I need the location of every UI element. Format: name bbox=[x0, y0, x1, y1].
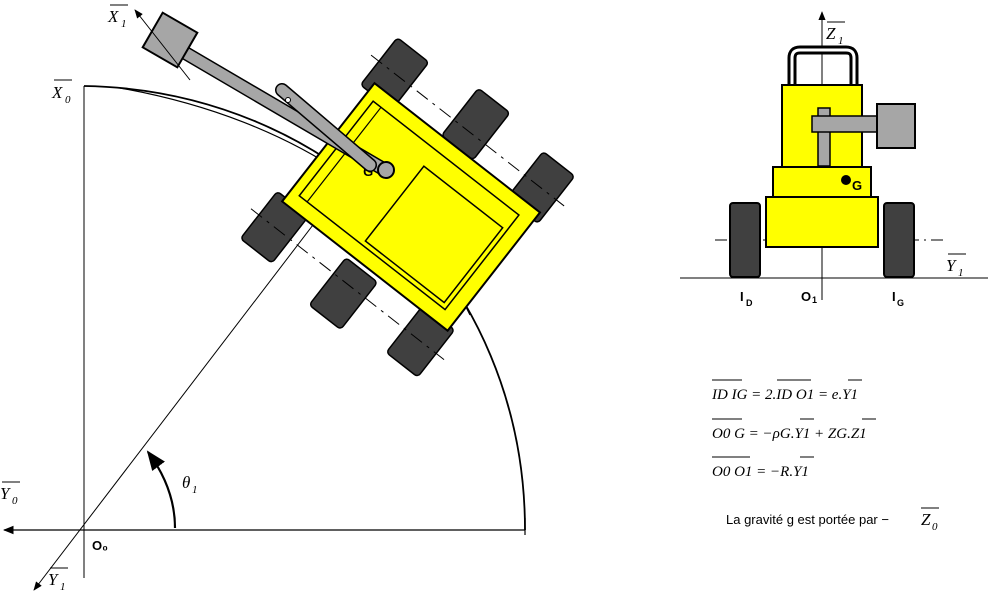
svg-text:I: I bbox=[892, 289, 896, 304]
svg-text:G: G bbox=[897, 298, 904, 308]
svg-text:I: I bbox=[740, 289, 744, 304]
g-label-right: G bbox=[852, 178, 862, 193]
label-ig: I G bbox=[892, 289, 904, 308]
label-o1: O 1 bbox=[801, 289, 817, 305]
rover-handle bbox=[787, 45, 859, 85]
body-lower bbox=[765, 196, 879, 248]
theta-arc bbox=[146, 450, 177, 529]
svg-text:Y: Y bbox=[946, 256, 957, 275]
wheel-mid-right bbox=[309, 258, 377, 329]
label-id: I D bbox=[740, 289, 753, 308]
equations-block: ID IG = 2.ID O1 = e.Y1 O0 G = −ρG.Y1 + Z… bbox=[711, 379, 876, 480]
right-view: G Z 1 Y 1 I D O 1 I G bbox=[680, 11, 988, 308]
svg-text:D: D bbox=[746, 298, 753, 308]
svg-text:Z: Z bbox=[826, 24, 836, 43]
label-z1: Z 1 bbox=[826, 21, 845, 47]
svg-text:Y: Y bbox=[0, 484, 11, 503]
origin-o0-label: O₀ bbox=[92, 538, 108, 553]
label-x1: X 1 bbox=[107, 4, 128, 30]
svg-text:X: X bbox=[107, 7, 119, 26]
svg-text:1: 1 bbox=[838, 35, 844, 47]
svg-text:1: 1 bbox=[60, 581, 66, 593]
svg-text:1: 1 bbox=[192, 484, 198, 496]
label-theta1: θ 1 bbox=[182, 473, 198, 496]
arm-tool-block bbox=[876, 103, 916, 149]
wheel-right bbox=[883, 202, 915, 278]
equation-3: O0 O1 = −R.Y1 bbox=[712, 464, 809, 480]
label-y0: Y 0 bbox=[0, 481, 20, 507]
svg-text:X: X bbox=[51, 83, 63, 102]
svg-text:θ: θ bbox=[182, 473, 190, 492]
left-view: G X 1 X 0 Y 0 bbox=[0, 4, 574, 593]
svg-text:0: 0 bbox=[65, 94, 71, 106]
svg-text:1: 1 bbox=[812, 295, 817, 305]
svg-text:0: 0 bbox=[12, 495, 18, 507]
rover-top-view: G bbox=[241, 38, 574, 377]
gravity-caption: La gravité g est portée par − Z 0 bbox=[726, 507, 939, 533]
wheel-left bbox=[729, 202, 761, 278]
svg-text:O: O bbox=[801, 289, 811, 304]
x1-axis bbox=[134, 9, 191, 81]
label-y1-left: Y 1 bbox=[48, 567, 68, 593]
rover-arm bbox=[141, 11, 395, 179]
body-middle bbox=[772, 166, 872, 198]
caption-text: La gravité g est portée par − bbox=[726, 512, 889, 527]
label-x0: X 0 bbox=[51, 79, 72, 106]
g-point-right bbox=[841, 175, 851, 185]
svg-text:1: 1 bbox=[958, 267, 964, 279]
equation-1: ID IG = 2.ID O1 = e.Y1 bbox=[711, 387, 858, 403]
svg-text:Z: Z bbox=[921, 510, 931, 529]
y1-axis bbox=[33, 169, 356, 591]
equation-2: O0 G = −ρG.Y1 + ZG.Z1 bbox=[712, 426, 867, 442]
svg-text:0: 0 bbox=[932, 521, 938, 533]
label-y1-right: Y 1 bbox=[946, 253, 966, 279]
svg-text:Y: Y bbox=[48, 570, 59, 589]
svg-text:1: 1 bbox=[121, 18, 127, 30]
